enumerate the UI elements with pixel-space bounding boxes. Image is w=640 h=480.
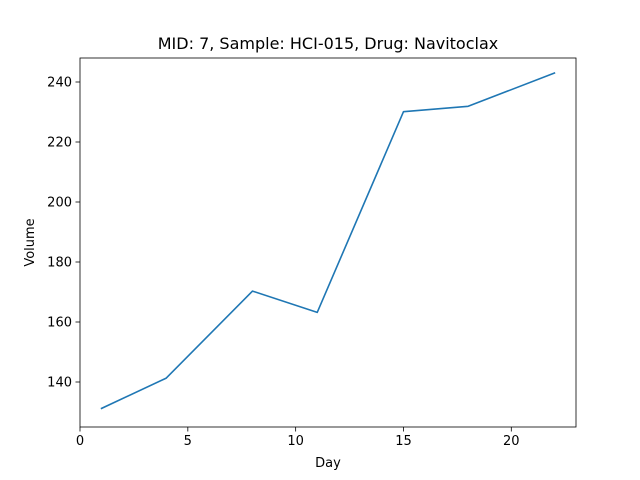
x-tick-label: 0 [76, 434, 84, 449]
chart-title: MID: 7, Sample: HCI-015, Drug: Navitocla… [158, 34, 498, 53]
plot-frame [79, 57, 577, 428]
series-line-1 [100, 71, 556, 410]
x-tick-label: 10 [287, 434, 304, 449]
x-axis-label: Day [315, 456, 341, 471]
x-tick-label: 15 [395, 434, 412, 449]
x-tick-label: 5 [184, 434, 192, 449]
x-axis-ticks: 0 5 10 15 20 [76, 427, 520, 449]
y-tick-label: 140 [47, 376, 72, 391]
series-layer [100, 71, 556, 410]
y-tick-label: 200 [47, 196, 72, 211]
y-tick-label: 220 [47, 136, 72, 151]
y-axis-label: Volume [23, 218, 38, 266]
y-tick-label: 240 [47, 76, 72, 91]
y-tick-label: 180 [47, 256, 72, 271]
y-tick-label: 160 [47, 316, 72, 331]
y-axis-ticks: 140 160 180 200 220 240 [47, 76, 80, 391]
x-tick-label: 20 [503, 434, 520, 449]
